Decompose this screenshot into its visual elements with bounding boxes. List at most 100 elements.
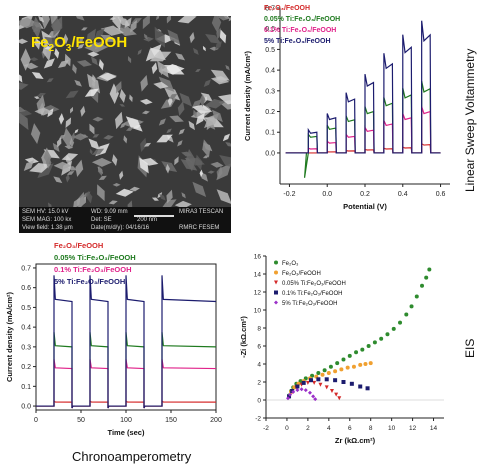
sem-grain [189,32,195,44]
sem-grain [151,62,158,75]
sem-grain [44,36,62,48]
sem-grain [77,43,85,49]
sem-grain [97,165,103,177]
eis-point [404,312,409,317]
sem-info-wd: WD: 9.09 mm [91,209,128,215]
eis-point [285,396,290,401]
y-tick-label: 0.6 [265,26,275,33]
eis-chart: -2 0 2 4 6 8 10 12 14 -2 0 2 4 6 8 10 12 14 16 Zr (kΩ.cm²) -… [239,254,444,445]
sem-grain [71,132,76,142]
legend-entry: 0.1% Ti:Fe₂O₃/FeOOH [54,265,132,274]
y-tick-label: 0.3 [21,344,31,351]
sem-grain [142,16,150,30]
eis-point [366,344,371,348]
sem-grain [70,106,74,114]
sem-grain [86,28,96,45]
sem-grain [63,33,69,45]
sem-grain [40,16,50,30]
sem-grain [100,25,124,36]
sem-grain [87,73,101,94]
sem-scale-text: 200 nm [137,217,158,223]
sem-info-mag: SEM MAG: 100 kx [22,217,72,223]
sem-grain [159,193,166,201]
eis-point [420,283,425,288]
x-tick-label: 100 [120,417,132,424]
eis-point [398,320,403,325]
sem-grain [20,48,31,71]
x-tick-label: 50 [77,417,85,424]
eis-point [351,364,356,369]
sem-grain [204,98,226,109]
sem-grain [92,148,105,155]
eis-point [360,347,365,352]
sem-grain [127,55,132,64]
eis-point [341,357,346,362]
sem-grain [44,46,53,50]
sem-grain [78,36,84,44]
sem-grain [145,44,162,62]
eis-point [274,300,278,305]
sem-grain [199,93,206,107]
y-tick-label: 8 [257,326,261,333]
eis-point [358,362,363,367]
x-tick-label: 0.0 [322,191,332,198]
sem-grain [74,128,79,134]
sem-grain [112,16,122,31]
eis-point [341,380,346,384]
sem-grain [177,16,197,24]
sem-grain [115,80,122,94]
sem-info-bar: SEM HV: 15.0 kV WD: 9.09 mm MIRA3 TESCAN… [19,207,231,233]
eis-point [309,378,314,383]
eis-point [312,380,317,385]
sem-grain [129,186,140,192]
sem-grain [112,183,121,187]
sem-grain [203,79,211,87]
eis-point [427,267,432,272]
eis-point [274,260,278,265]
lsv-series-line [285,20,441,154]
sem-grain [151,197,159,201]
eis-point [414,294,419,299]
sem-grain [61,153,79,161]
sem-grain [66,171,75,175]
sem-grain [178,128,185,135]
sem-grain [161,199,177,208]
sem-grain [36,92,46,98]
sem-grain [118,16,124,22]
sem-grain [177,101,185,116]
sem-grain [76,59,93,67]
sem-grain [161,161,178,172]
sem-grain [156,16,160,21]
eis-point [307,390,312,395]
eis-point [424,275,429,280]
eis-point [329,389,334,393]
sem-texture [19,16,231,212]
x-tick-label: -2 [263,425,269,432]
eis-point [274,280,278,285]
sem-grain [108,200,118,205]
sem-grain [167,29,181,45]
sem-grain [154,26,166,48]
sem-grain [153,81,169,89]
sem-grain [210,76,230,85]
sem-grain [112,154,118,166]
sem-grain [219,155,231,168]
x-axis-title: Time (sec) [108,428,145,437]
y-tick-label: 6 [257,344,261,351]
sem-grain [24,157,39,164]
eis-point [345,365,350,370]
sem-grain [216,27,222,40]
sem-grain [19,82,29,90]
sem-grain [72,63,77,75]
sem-grain [53,176,63,184]
sem-grain [185,149,196,172]
eis-point [368,361,373,366]
sem-grain [65,117,72,128]
x-tick-label: 0.4 [398,191,408,198]
y-tick-label: 0 [257,398,261,405]
eis-point [318,382,323,387]
legend-entry: 5% Ti:Fe₂O₃/FeOOH [54,277,125,286]
sem-grain [210,161,224,168]
lsv-series-line [285,80,441,178]
sem-grain [209,46,219,51]
